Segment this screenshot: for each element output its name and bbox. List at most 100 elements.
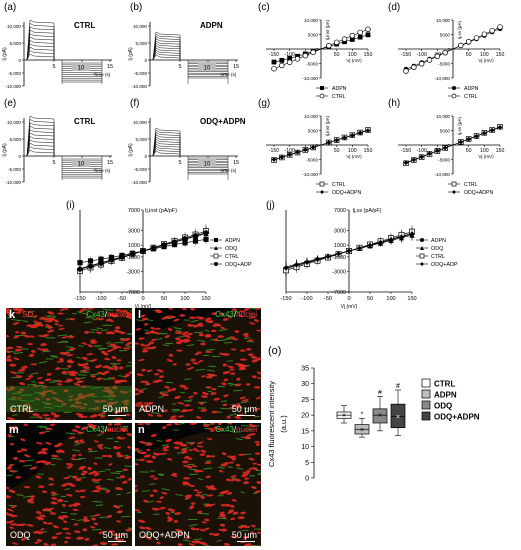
nucleus (167, 458, 173, 461)
nucleus (82, 365, 90, 369)
nucleus (126, 433, 132, 437)
nucleus (69, 347, 76, 351)
nucleus (184, 496, 191, 500)
nucleus (37, 348, 43, 351)
y-tick-label: 0 (144, 154, 147, 159)
data-point (283, 265, 289, 271)
nucleus (70, 404, 76, 407)
nucleus (6, 486, 10, 490)
stain-green-label: Cx43 (86, 310, 105, 319)
nucleus (62, 527, 69, 530)
data-point (481, 130, 487, 136)
nucleus (242, 332, 249, 336)
nucleus (192, 362, 199, 365)
data-point (314, 256, 321, 263)
nucleus (58, 327, 65, 331)
scale-bar (108, 540, 126, 542)
nucleus (79, 406, 87, 410)
nucleus (225, 478, 231, 482)
nucleus (251, 486, 257, 490)
nucleus (50, 491, 57, 495)
nucleus (108, 319, 115, 323)
nucleus (170, 415, 177, 419)
nucleus (210, 430, 215, 433)
cx43-signal (140, 387, 148, 391)
cx43-signal (19, 399, 28, 402)
nucleus (202, 391, 209, 396)
stain-green-label: Cx43 (86, 425, 105, 434)
x-axis-label: Vj (mV) (346, 154, 362, 159)
current-trace (26, 125, 55, 157)
data-point (442, 145, 448, 151)
nucleus (57, 499, 63, 502)
nucleus (244, 543, 251, 546)
nucleus (172, 363, 177, 366)
nucleus (36, 538, 43, 543)
cx43-signal (224, 338, 234, 340)
y-tick-label: 0 (447, 47, 450, 52)
y-axis-label: Ij (pA) (128, 47, 134, 61)
nucleus (159, 375, 165, 379)
x-tick-label: -150 (74, 296, 85, 302)
nucleus (224, 503, 231, 507)
scale-box (72, 159, 90, 167)
nucleus (10, 387, 16, 391)
nucleus (29, 466, 38, 470)
nucleus (33, 315, 38, 318)
nucleus (52, 418, 57, 420)
nucleus (233, 478, 241, 482)
x-tick-label: -100 (284, 148, 294, 154)
nucleus (243, 535, 248, 539)
nucleus (19, 532, 25, 535)
data-point (434, 53, 441, 59)
x-tick-label: 50 (334, 52, 340, 58)
x-tick-label: -150 (269, 52, 279, 58)
nucleus (116, 520, 121, 523)
nucleus (6, 388, 11, 392)
nucleus (244, 335, 249, 338)
y-tick-label: 5000 (308, 33, 319, 38)
cx43-signal (186, 344, 195, 346)
nucleus (135, 463, 139, 466)
cx43-signal (173, 327, 182, 330)
cx43-signal (22, 320, 29, 323)
nucleus (249, 424, 258, 427)
nucleus (6, 308, 10, 312)
nucleus (250, 355, 258, 359)
nucleus (187, 332, 193, 336)
legend-label: CTRL (434, 380, 455, 389)
nucleus (174, 446, 180, 450)
nucleus (30, 325, 36, 328)
nucleus (142, 347, 150, 350)
nucleus (229, 504, 235, 508)
nucleus (99, 400, 107, 403)
nucleus (190, 358, 196, 362)
nucleus (126, 455, 132, 459)
nucleus (254, 407, 261, 411)
nucleus (6, 466, 13, 470)
stain-title: Cx43/nuclei (215, 310, 257, 319)
y-tick-label: -5,000 (134, 71, 147, 76)
cx43-signal (217, 517, 228, 520)
micrograph-k: 50 μm CTRL k Cx43/nuclei SD (6, 308, 132, 420)
nucleus (171, 387, 176, 391)
micrograph-image (135, 308, 261, 420)
cx43-signal (231, 477, 236, 480)
nucleus (237, 453, 246, 456)
y-tick-label: 25 (301, 397, 309, 404)
current-trace (152, 134, 181, 157)
nucleus (242, 471, 250, 475)
nucleus (241, 399, 249, 402)
nucleus (108, 463, 113, 466)
nucleus (6, 311, 11, 315)
nucleus (82, 528, 88, 532)
cx43-signal (74, 443, 79, 446)
x-tick-label: -50 (118, 296, 126, 302)
data-point (326, 140, 332, 146)
nucleus (175, 337, 182, 341)
data-point (286, 59, 293, 66)
data-point (271, 65, 277, 72)
nucleus (73, 383, 81, 386)
nucleus (189, 316, 196, 319)
data-point (140, 248, 146, 254)
